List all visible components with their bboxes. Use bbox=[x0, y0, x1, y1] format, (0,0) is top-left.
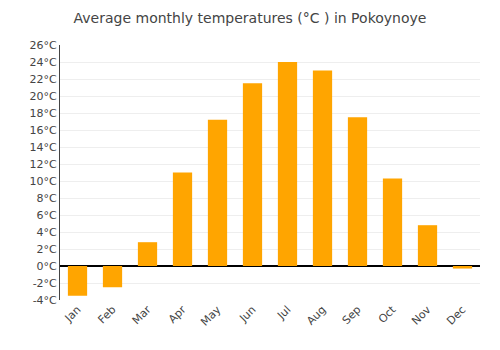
svg-text:-4°C: -4°C bbox=[33, 294, 57, 307]
svg-text:10°C: 10°C bbox=[30, 175, 57, 188]
svg-text:14°C: 14°C bbox=[30, 141, 57, 154]
svg-text:Apr: Apr bbox=[166, 303, 189, 326]
svg-text:Jul: Jul bbox=[274, 303, 293, 322]
svg-text:Nov: Nov bbox=[409, 303, 434, 328]
svg-text:Mar: Mar bbox=[130, 303, 154, 327]
svg-text:20°C: 20°C bbox=[30, 90, 57, 103]
svg-text:16°C: 16°C bbox=[30, 124, 57, 137]
svg-text:12°C: 12°C bbox=[30, 158, 57, 171]
svg-text:18°C: 18°C bbox=[30, 107, 57, 120]
svg-text:Aug: Aug bbox=[304, 303, 328, 327]
svg-text:Jun: Jun bbox=[236, 303, 258, 325]
svg-text:4°C: 4°C bbox=[37, 226, 57, 239]
svg-text:-2°C: -2°C bbox=[33, 277, 57, 290]
svg-text:Jan: Jan bbox=[62, 303, 84, 325]
svg-text:26°C: 26°C bbox=[30, 39, 57, 52]
svg-text:2°C: 2°C bbox=[37, 243, 57, 256]
svg-text:Average monthly temperatures (: Average monthly temperatures (°C ) in Po… bbox=[74, 10, 427, 26]
svg-text:May: May bbox=[198, 303, 224, 329]
svg-text:Dec: Dec bbox=[444, 303, 468, 327]
svg-text:Oct: Oct bbox=[376, 303, 399, 326]
svg-text:22°C: 22°C bbox=[30, 73, 57, 86]
svg-text:8°C: 8°C bbox=[37, 192, 57, 205]
svg-text:0°C: 0°C bbox=[37, 260, 57, 273]
svg-text:Feb: Feb bbox=[96, 303, 119, 326]
svg-text:6°C: 6°C bbox=[37, 209, 57, 222]
svg-text:Sep: Sep bbox=[340, 303, 364, 327]
svg-text:24°C: 24°C bbox=[30, 56, 57, 69]
